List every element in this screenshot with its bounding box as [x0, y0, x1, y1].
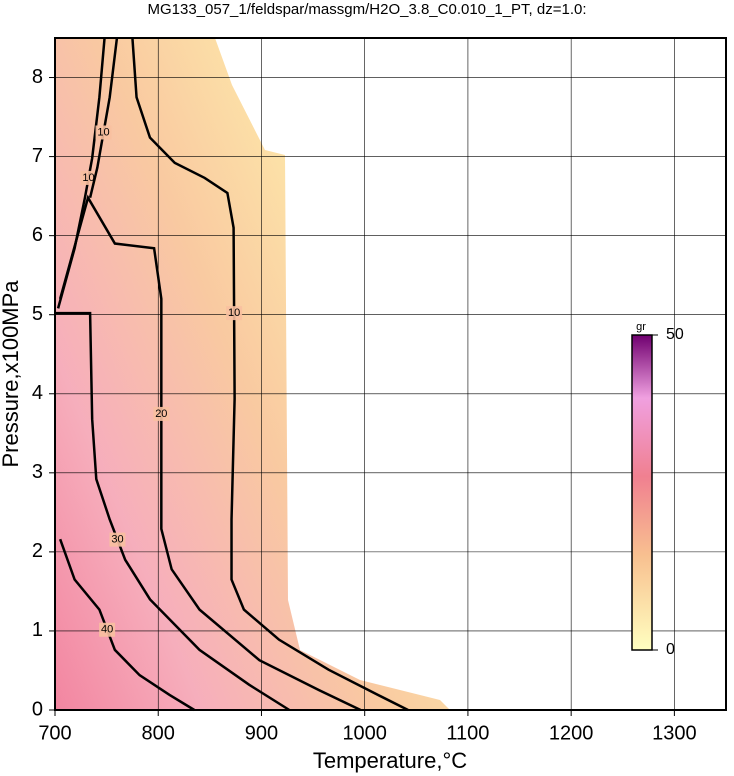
contour-label-bg: [109, 532, 126, 547]
x-axis-label: Temperature,°C: [313, 748, 467, 773]
contour-line: [131, 37, 409, 712]
y-tick-label: 7: [32, 145, 43, 167]
x-tick-label: 1100: [446, 722, 489, 744]
x-tick-label: 800: [142, 722, 175, 744]
y-tick-label: 1: [32, 619, 43, 641]
contour-label: 10: [228, 307, 240, 319]
colorbar-tick-label: 0: [666, 641, 675, 658]
contour-label-bg: [226, 306, 243, 321]
x-tick-label: 1200: [549, 722, 594, 744]
contour-label-bg: [80, 170, 97, 185]
contour-label: 40: [101, 624, 113, 636]
contour-label: 30: [111, 534, 123, 546]
contour-label: 20: [155, 408, 167, 420]
y-tick-label: 5: [32, 303, 43, 325]
x-tick-label: 1300: [652, 722, 697, 744]
plot-frame: [54, 37, 727, 711]
x-tick-label: 700: [38, 722, 71, 744]
colorbar-tick-label: 50: [666, 326, 684, 343]
x-tick-label: 900: [245, 722, 278, 744]
colorbar-label: gr: [636, 321, 646, 333]
y-tick-label: 6: [32, 224, 43, 246]
y-tick-label: 2: [32, 540, 43, 562]
contour-label: 10: [97, 126, 109, 138]
colorbar: [631, 334, 653, 651]
y-tick-label: 4: [32, 382, 43, 404]
contours: 10 20 30 40 10 10: [55, 37, 409, 712]
y-tick-label: 0: [32, 698, 43, 720]
chart-title: MG133_057_1/feldspar/massgm/H2O_3.8_C0.0…: [147, 1, 586, 18]
y-axis-label: Pressure,x100MPa: [0, 280, 23, 468]
grid: [54, 38, 726, 711]
x-tick-label: 1000: [342, 722, 387, 744]
y-tick-label: 3: [32, 461, 43, 483]
contour-label-bg: [153, 406, 170, 421]
contour-label-bg: [99, 622, 116, 637]
data-field: [55, 38, 450, 710]
contour-label-bg: [95, 125, 112, 140]
contour-line: [58, 194, 362, 712]
contour-line: [58, 538, 196, 712]
y-tick-label: 8: [32, 66, 43, 88]
contour-label: 10: [82, 172, 94, 184]
